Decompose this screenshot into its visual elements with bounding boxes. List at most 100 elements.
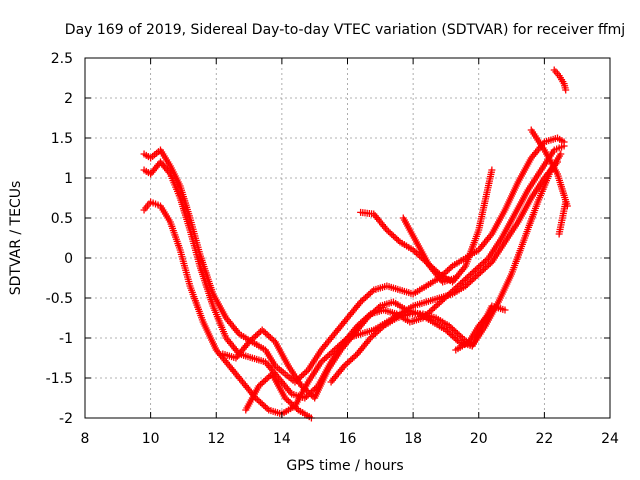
data-point <box>368 333 376 340</box>
data-point <box>252 332 260 340</box>
data-point <box>250 334 258 341</box>
data-point <box>376 325 384 333</box>
x-axis-label: GPS time / hours <box>286 458 403 474</box>
data-point <box>260 402 268 409</box>
data-point <box>389 232 397 240</box>
data-point <box>427 307 435 314</box>
data-point <box>475 263 483 271</box>
data-point <box>557 150 565 158</box>
data-point <box>485 310 493 318</box>
x-tick-label: 8 <box>81 431 90 447</box>
data-point <box>476 262 484 269</box>
data-series <box>550 66 570 94</box>
data-points <box>140 66 571 422</box>
data-series <box>452 310 493 354</box>
data-point <box>445 322 453 330</box>
data-point <box>562 86 570 94</box>
y-tick-label: 1 <box>64 171 73 187</box>
data-point <box>452 274 460 282</box>
data-point <box>332 345 340 352</box>
data-point <box>247 337 255 344</box>
data-point <box>447 264 455 271</box>
data-point <box>463 274 471 281</box>
data-point <box>373 305 381 313</box>
data-point <box>289 402 297 409</box>
data-point <box>365 313 373 320</box>
chart-title: Day 169 of 2019, Sidereal Day-to-day VTE… <box>65 22 625 38</box>
data-point <box>302 393 310 400</box>
data-point <box>340 362 348 370</box>
data-point <box>442 268 450 276</box>
data-point <box>478 267 486 275</box>
data-point <box>258 400 266 408</box>
y-tick-label: 1.5 <box>51 131 73 147</box>
data-point <box>562 198 570 206</box>
data-point <box>360 295 368 303</box>
x-tick-label: 24 <box>601 431 619 447</box>
data-point <box>253 331 261 338</box>
data-point <box>371 307 379 314</box>
data-point <box>317 358 325 366</box>
data-point <box>365 291 373 298</box>
data-point <box>257 381 265 388</box>
data-point <box>483 263 491 270</box>
data-point <box>370 331 378 339</box>
data-point <box>347 356 355 364</box>
data-point <box>470 268 478 275</box>
data-point <box>476 269 484 276</box>
data-point <box>393 235 401 243</box>
y-tick-label: -0.5 <box>46 291 73 307</box>
data-point <box>480 259 488 266</box>
data-point <box>366 311 374 319</box>
data-point <box>255 397 263 405</box>
data-point <box>468 269 476 277</box>
data-point <box>450 334 458 341</box>
data-point <box>370 308 378 316</box>
y-tick-label: 0 <box>64 251 73 267</box>
data-point <box>301 369 309 377</box>
data-point <box>363 314 371 322</box>
data-point <box>322 354 330 361</box>
data-point <box>368 288 376 295</box>
data-point <box>348 355 356 362</box>
data-point <box>473 265 481 272</box>
data-point <box>298 372 306 380</box>
data-point <box>385 228 393 235</box>
y-tick-label: -1.5 <box>46 371 73 387</box>
data-point <box>470 275 478 282</box>
data-series <box>242 370 315 422</box>
data-point <box>263 405 271 412</box>
data-series <box>357 166 496 286</box>
y-tick-label: -2 <box>59 411 73 427</box>
data-point <box>453 337 461 344</box>
data-point <box>261 376 269 384</box>
data-point <box>467 271 475 278</box>
data-point <box>255 329 263 337</box>
data-point <box>321 355 329 363</box>
data-point <box>345 358 353 365</box>
data-point <box>447 331 455 338</box>
data-point <box>429 305 437 313</box>
data-point <box>465 279 473 287</box>
x-tick-label: 10 <box>142 431 160 447</box>
data-point <box>293 405 301 412</box>
data-point <box>388 231 396 238</box>
data-point <box>444 328 452 335</box>
data-point <box>334 343 342 351</box>
data-point <box>344 359 351 367</box>
data-point <box>391 234 399 241</box>
data-point <box>467 278 475 285</box>
data-point <box>371 330 379 337</box>
data-point <box>452 335 460 343</box>
data-point <box>373 328 381 336</box>
data-point <box>299 371 307 378</box>
data-point <box>288 400 296 408</box>
data-point <box>442 326 450 334</box>
data-point <box>468 276 476 284</box>
data-point <box>248 335 256 343</box>
x-tick-label: 18 <box>404 431 422 447</box>
data-point <box>458 278 466 286</box>
data-point <box>488 166 496 174</box>
data-series <box>555 198 570 238</box>
